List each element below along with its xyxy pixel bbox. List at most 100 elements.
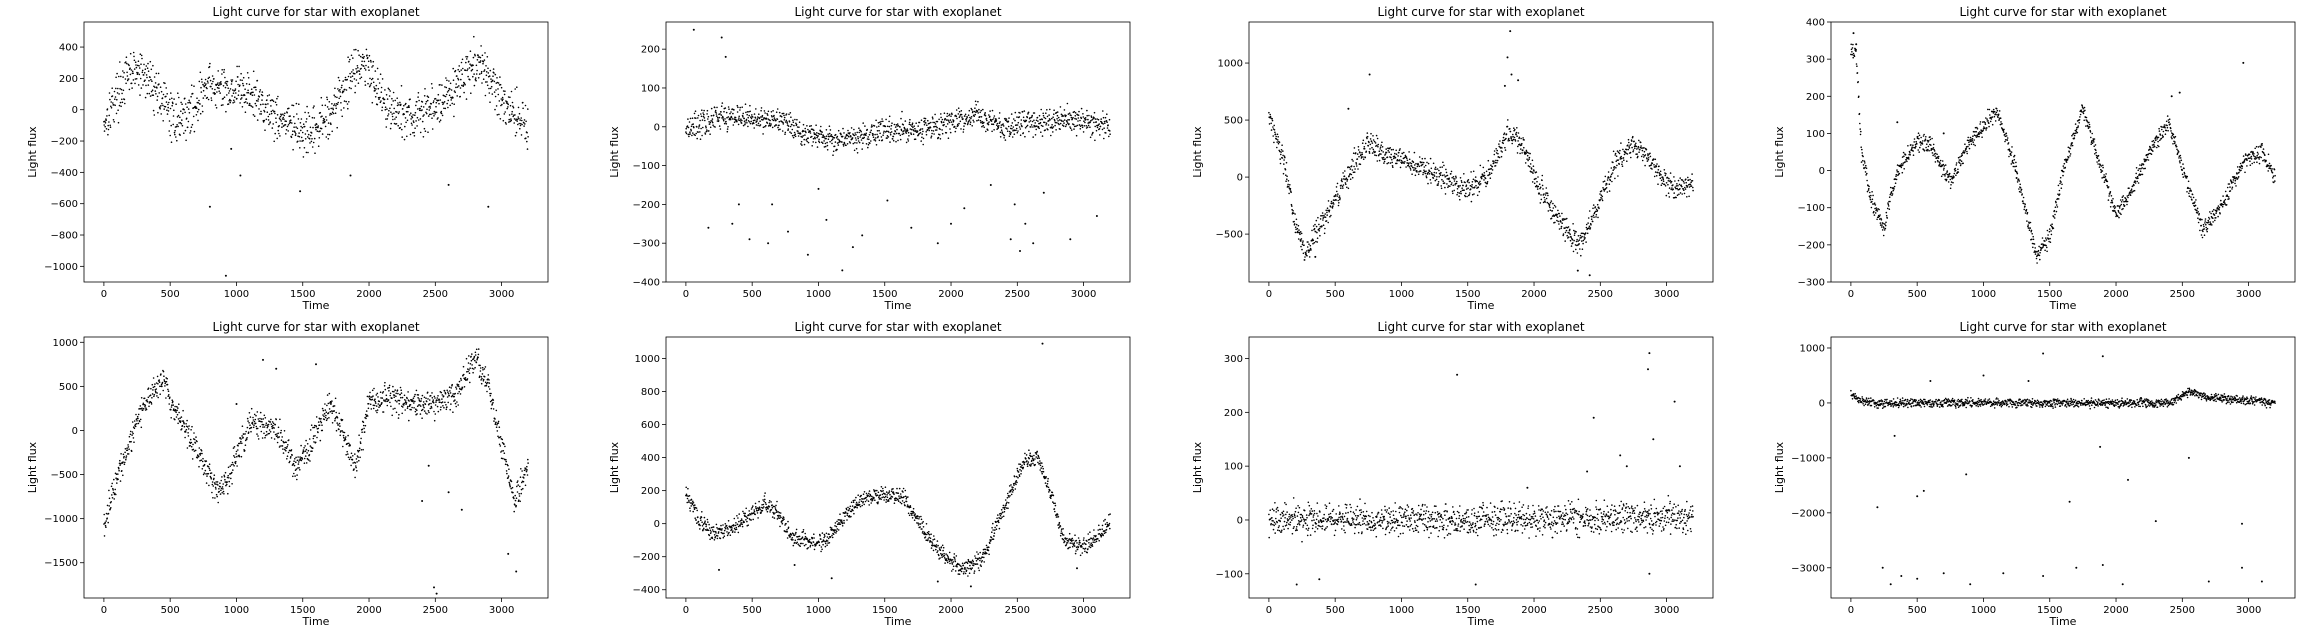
- data-point: [246, 98, 248, 100]
- data-point: [1390, 157, 1392, 159]
- data-point: [2138, 182, 2140, 184]
- data-point: [861, 148, 863, 150]
- data-point: [224, 77, 226, 79]
- data-point: [431, 103, 433, 105]
- data-point: [119, 88, 121, 90]
- data-point: [1556, 214, 1558, 216]
- data-point: [1542, 185, 1544, 187]
- data-point: [266, 99, 268, 101]
- data-point: [462, 68, 464, 70]
- data-point: [1400, 156, 1402, 158]
- data-point: [862, 142, 864, 144]
- data-point: [824, 136, 826, 138]
- data-point: [308, 112, 310, 114]
- data-point: [295, 135, 297, 137]
- data-point: [1105, 132, 1107, 134]
- data-point: [2156, 147, 2158, 149]
- data-point: [1487, 181, 1489, 183]
- data-point: [1392, 149, 1394, 151]
- data-point: [1587, 222, 1589, 224]
- data-point: [192, 124, 194, 126]
- data-point: [1324, 233, 1326, 235]
- data-point: [1096, 130, 1098, 132]
- data-point: [146, 74, 148, 76]
- data-point: [1961, 153, 1963, 155]
- data-point: [1888, 205, 1890, 207]
- data-point: [1681, 193, 1683, 195]
- data-point: [1285, 174, 1287, 176]
- data-point: [848, 136, 850, 138]
- data-point: [728, 106, 730, 108]
- data-point: [843, 132, 845, 134]
- data-point: [446, 80, 448, 82]
- data-point: [235, 92, 237, 94]
- data-point: [1063, 122, 1065, 124]
- data-point: [771, 203, 773, 205]
- data-point: [1081, 108, 1083, 110]
- data-point: [941, 129, 943, 131]
- data-point: [947, 113, 949, 115]
- data-point: [213, 78, 215, 80]
- data-point: [1600, 199, 1602, 201]
- data-point: [1920, 141, 1922, 143]
- data-point: [255, 105, 257, 107]
- data-point: [1088, 115, 1090, 117]
- data-point: [1999, 110, 2001, 112]
- data-point: [1668, 180, 1670, 182]
- data-point: [1590, 224, 1592, 226]
- data-point: [409, 98, 411, 100]
- data-point: [1646, 158, 1648, 160]
- data-point: [749, 238, 751, 240]
- data-point: [981, 126, 983, 128]
- data-point: [158, 73, 160, 75]
- data-point: [140, 78, 142, 80]
- data-point: [520, 125, 522, 127]
- data-point: [475, 77, 477, 79]
- data-point: [132, 73, 134, 75]
- data-point: [1399, 148, 1401, 150]
- data-point: [2135, 173, 2137, 175]
- data-point: [271, 111, 273, 113]
- data-point: [240, 79, 242, 81]
- data-point: [727, 131, 729, 133]
- data-point: [136, 78, 138, 80]
- data-point: [1887, 202, 1889, 204]
- data-point: [1598, 208, 1600, 210]
- data-point: [2051, 223, 2053, 225]
- data-point: [365, 69, 367, 71]
- data-point: [1905, 154, 1907, 156]
- data-point: [292, 149, 294, 151]
- data-point: [279, 135, 281, 137]
- data-point: [194, 131, 196, 133]
- data-point: [1436, 172, 1438, 174]
- data-point: [356, 70, 358, 72]
- data-point: [1595, 216, 1597, 218]
- data-point: [767, 114, 769, 116]
- data-point: [2032, 247, 2034, 249]
- data-point: [761, 107, 763, 109]
- data-point: [1622, 149, 1624, 151]
- data-point: [234, 101, 236, 103]
- data-point: [319, 137, 321, 139]
- data-point: [120, 102, 122, 104]
- data-point: [1342, 187, 1344, 189]
- data-point: [1862, 160, 1864, 162]
- data-point: [1026, 120, 1028, 122]
- data-point: [1491, 168, 1493, 170]
- data-point: [1527, 160, 1529, 162]
- data-point: [278, 125, 280, 127]
- data-point: [819, 133, 821, 135]
- data-point: [296, 103, 298, 105]
- data-point: [774, 117, 776, 119]
- data-point: [433, 100, 435, 102]
- data-point: [428, 96, 430, 98]
- data-point: [1505, 138, 1507, 140]
- data-point: [1442, 180, 1444, 182]
- data-point: [2074, 137, 2076, 139]
- data-point: [1584, 237, 1586, 239]
- data-point: [275, 122, 277, 124]
- data-point: [311, 141, 313, 143]
- data-point: [1035, 129, 1037, 131]
- data-point: [1610, 175, 1612, 177]
- data-point: [260, 111, 262, 113]
